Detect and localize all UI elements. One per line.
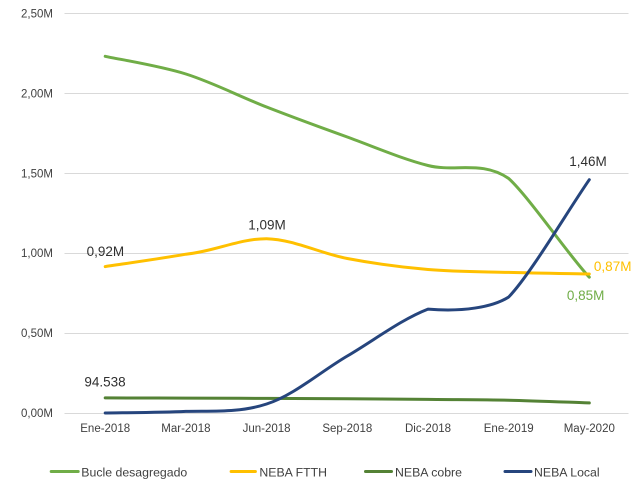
svg-text:NEBA cobre: NEBA cobre bbox=[395, 466, 462, 480]
svg-text:0,92M: 0,92M bbox=[87, 244, 125, 259]
svg-text:May-2020: May-2020 bbox=[564, 423, 615, 435]
svg-text:1,09M: 1,09M bbox=[248, 218, 286, 233]
svg-text:1,46M: 1,46M bbox=[569, 154, 607, 169]
svg-text:Bucle desagregado: Bucle desagregado bbox=[81, 466, 187, 480]
svg-text:2,50M: 2,50M bbox=[21, 8, 53, 20]
svg-text:Sep-2018: Sep-2018 bbox=[322, 423, 372, 435]
svg-text:94.538: 94.538 bbox=[84, 375, 125, 390]
svg-text:Ene-2018: Ene-2018 bbox=[80, 423, 130, 435]
svg-text:Jun-2018: Jun-2018 bbox=[243, 423, 291, 435]
svg-text:1,50M: 1,50M bbox=[21, 168, 53, 180]
svg-text:2,00M: 2,00M bbox=[21, 88, 53, 100]
svg-text:0,50M: 0,50M bbox=[21, 328, 53, 340]
svg-text:0,87M: 0,87M bbox=[594, 259, 632, 274]
svg-text:0,00M: 0,00M bbox=[21, 408, 53, 420]
svg-text:NEBA Local: NEBA Local bbox=[534, 466, 600, 480]
svg-text:NEBA FTTH: NEBA FTTH bbox=[259, 466, 327, 480]
svg-text:Dic-2018: Dic-2018 bbox=[405, 423, 451, 435]
svg-text:0,85M: 0,85M bbox=[567, 288, 605, 303]
svg-text:1,00M: 1,00M bbox=[21, 248, 53, 260]
svg-text:Ene-2019: Ene-2019 bbox=[484, 423, 534, 435]
svg-text:Mar-2018: Mar-2018 bbox=[161, 423, 210, 435]
